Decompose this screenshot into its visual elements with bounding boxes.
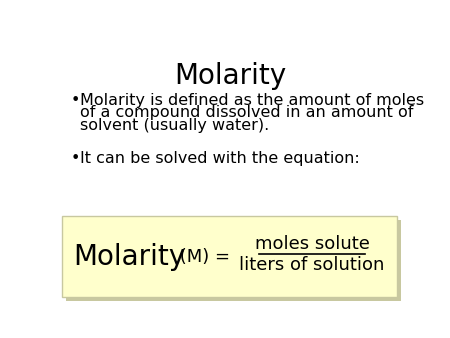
Text: •: • [70,93,80,108]
Text: solvent (usually water).: solvent (usually water). [80,118,269,132]
Text: •: • [70,151,80,166]
Text: Molarity: Molarity [73,243,185,270]
Text: It can be solved with the equation:: It can be solved with the equation: [80,151,359,166]
FancyBboxPatch shape [63,216,397,297]
Text: moles solute: moles solute [255,235,369,253]
Text: of a compound dissolved in an amount of: of a compound dissolved in an amount of [80,105,413,120]
Text: Molarity: Molarity [175,62,287,90]
Text: (M) =: (M) = [174,247,236,266]
FancyBboxPatch shape [66,220,401,301]
Text: liters of solution: liters of solution [239,256,385,274]
Text: Molarity is defined as the amount of moles: Molarity is defined as the amount of mol… [80,93,423,108]
